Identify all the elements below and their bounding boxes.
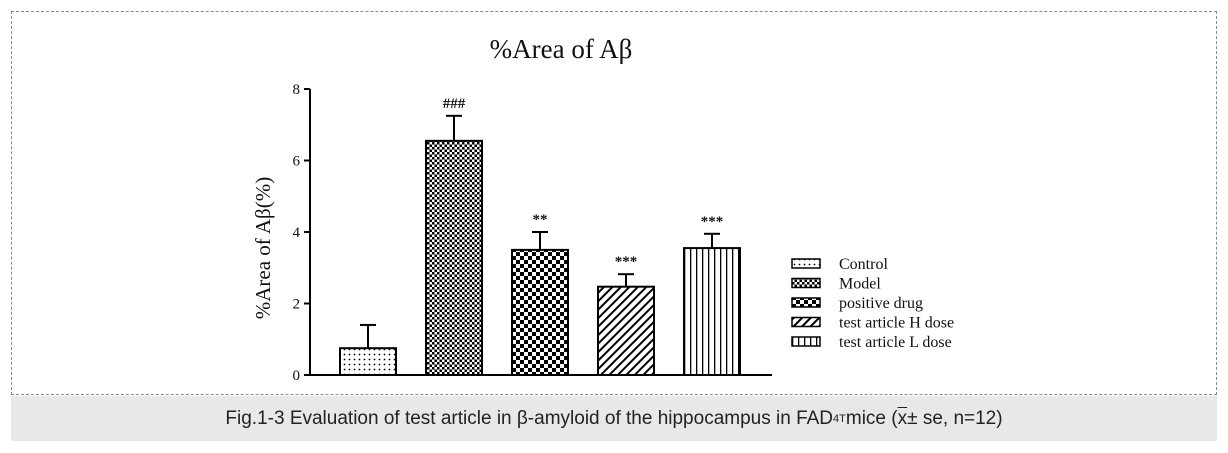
legend-label: test article H dose [839,315,954,332]
bar-control [339,347,397,376]
legend-label: Model [839,276,881,293]
bar-positive-drug [511,248,569,376]
legend-swatch [791,277,821,289]
chart-title: %Area of Aβ [490,34,633,64]
caption-xbar: x [897,407,908,429]
legend: Control Model positive drug test article H … [791,256,954,351]
y-tick-label: 4 [293,225,301,241]
bar-test-article-l-dose [683,247,741,376]
bar-test-article-h-dose [597,285,655,377]
y-tick-label: 8 [293,82,301,98]
legend-label: positive drug [839,295,923,312]
caption-mid: mice ( [845,407,898,429]
figure-caption: Fig.1-3 Evaluation of test article in β-… [11,396,1217,441]
bar-model [425,139,483,376]
legend-swatch [791,336,821,347]
significance-label: ### [443,96,466,112]
legend-label: test article L dose [839,334,952,351]
significance-label: ** [533,212,548,228]
legend-swatch [791,297,821,308]
caption-suffix: ± se, n=12) [907,407,1003,429]
legend-swatch [791,258,821,269]
y-tick-label: 2 [293,297,301,313]
caption-prefix: Fig.1-3 Evaluation of test article in β-… [225,407,834,429]
significance-label: *** [701,214,724,230]
y-axis-label: %Area of Aβ(%) [251,177,275,319]
significance-label: *** [615,254,638,270]
bars: ###******** [339,96,741,377]
legend-swatch [791,316,821,328]
legend-label: Control [839,256,888,273]
y-tick-label: 6 [293,154,301,170]
y-tick-label: 0 [293,368,301,384]
